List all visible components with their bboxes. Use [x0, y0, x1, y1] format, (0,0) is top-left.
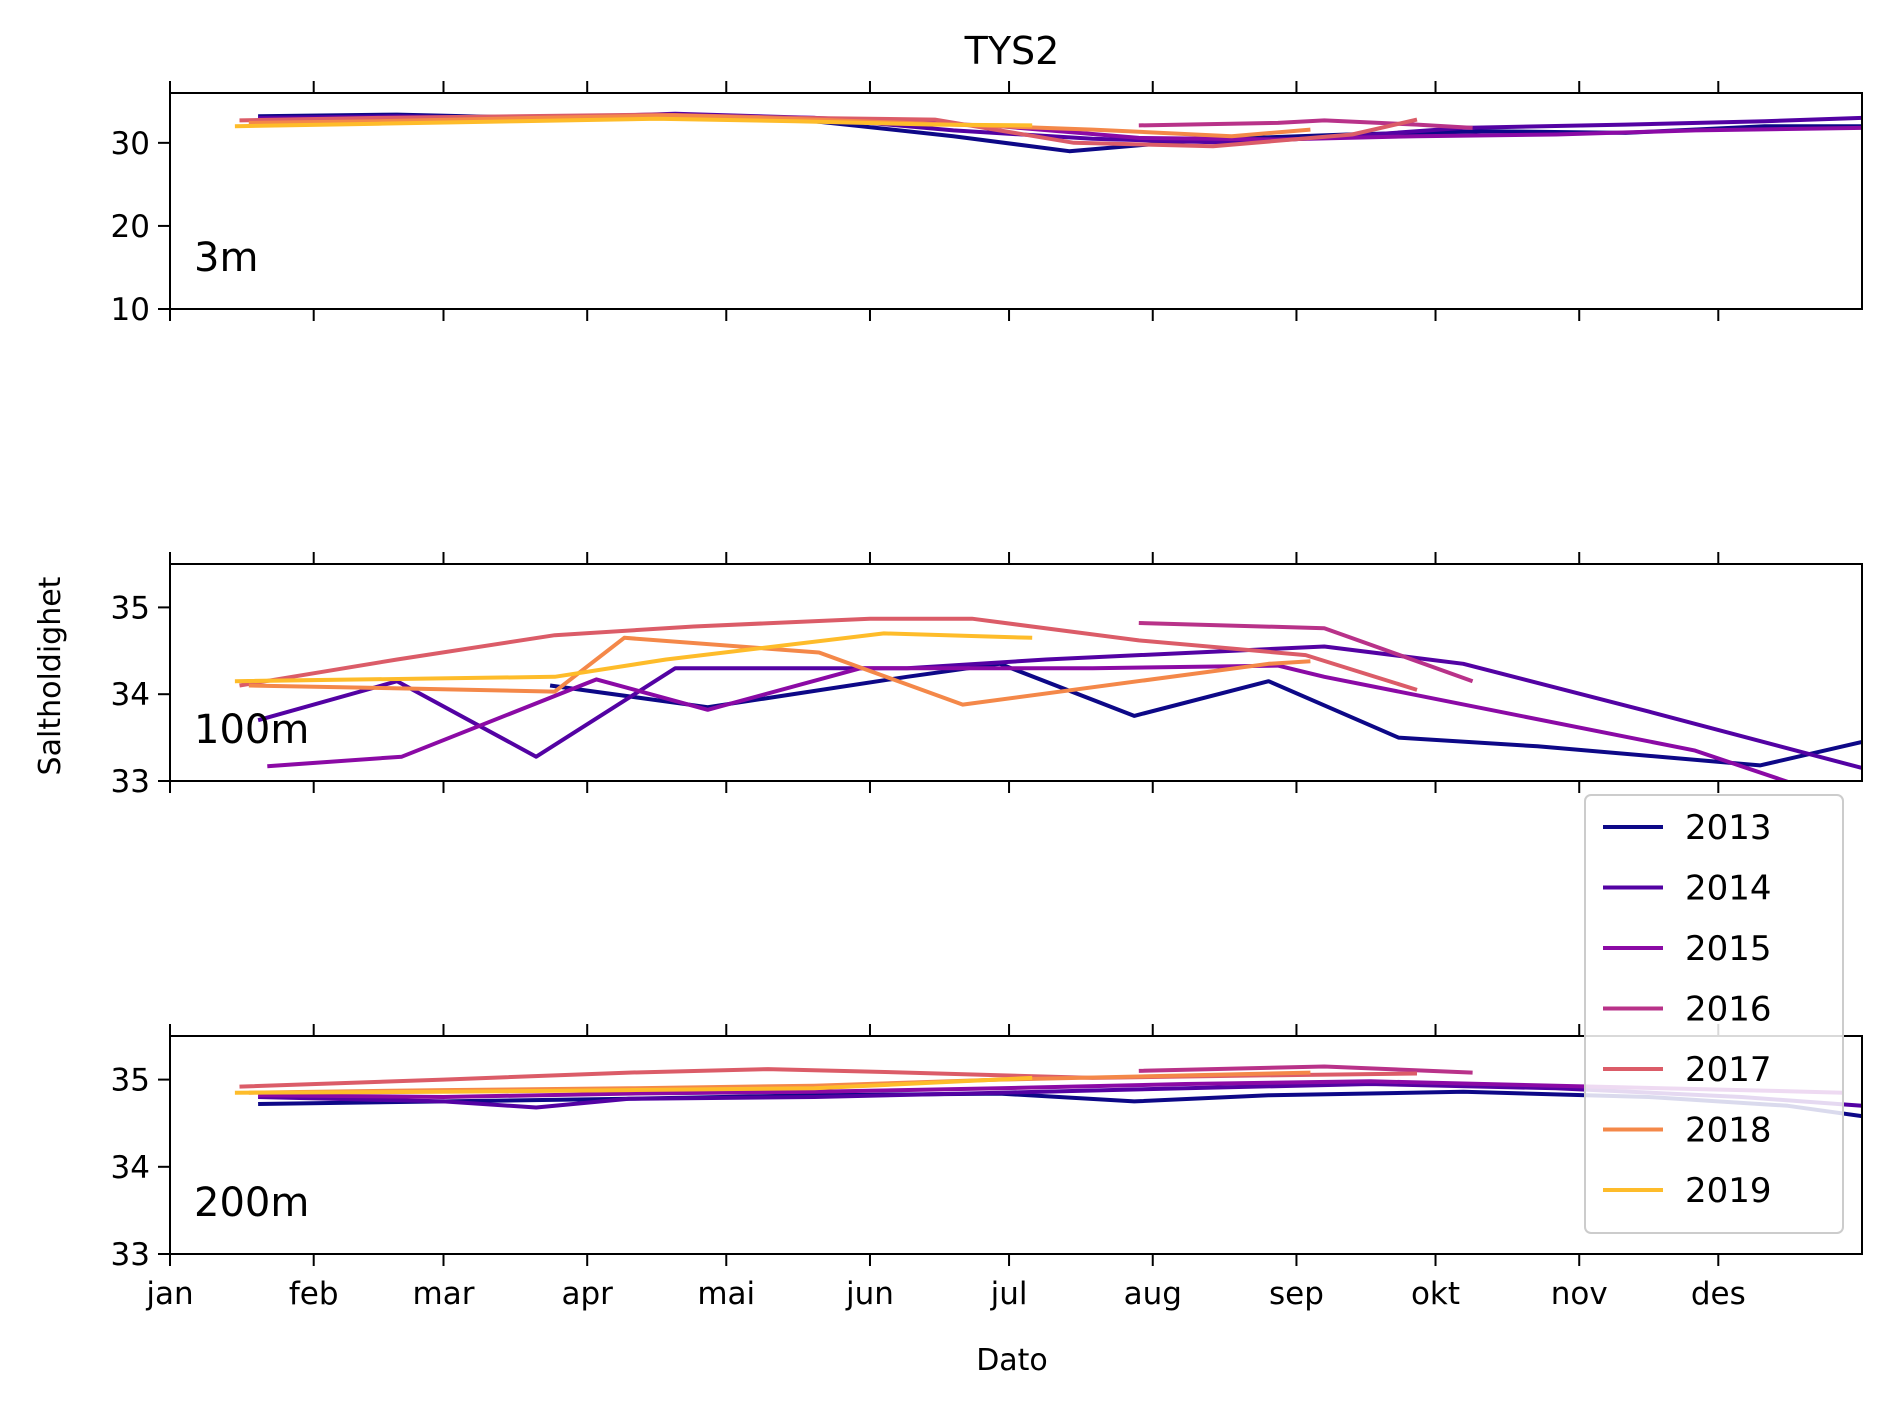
x-tick-label: apr [561, 1276, 613, 1312]
legend-box [1584, 794, 1844, 1234]
panel-label: 3m [194, 235, 258, 281]
series-line-2016 [1138, 1064, 1473, 1075]
panel-label: 200m [194, 1180, 309, 1226]
legend-label-2014: 2014 [1685, 869, 1772, 909]
series-line-2019 [234, 116, 1033, 129]
legend: 2013 2014 2015 2016 2017 2018 2019 [1584, 794, 1844, 1234]
legend-label-2018: 2018 [1685, 1111, 1772, 1151]
x-tick-label: jan [145, 1276, 193, 1312]
x-tick-label: jul [990, 1276, 1028, 1312]
y-tick-label: 33 [111, 764, 150, 800]
series-line-2019 [234, 1075, 1033, 1095]
x-tick-label: aug [1124, 1276, 1182, 1312]
legend-label-2017: 2017 [1685, 1050, 1772, 1090]
legend-label-2016: 2016 [1685, 990, 1772, 1030]
series-line-2016 [1138, 621, 1474, 684]
panel-frame [169, 92, 1863, 310]
x-tick-label: sep [1269, 1276, 1324, 1312]
x-tick-label: jun [845, 1276, 894, 1312]
panel-label: 100m [194, 707, 309, 753]
x-tick-label: okt [1411, 1276, 1460, 1312]
y-tick-label: 35 [111, 590, 150, 626]
series-line-2018 [248, 635, 1311, 707]
x-tick-label: des [1691, 1276, 1746, 1312]
x-tick-label: mai [697, 1276, 755, 1312]
y-tick-label: 34 [111, 677, 150, 713]
y-tick-label: 30 [111, 126, 150, 162]
panel-frame [169, 563, 1863, 782]
y-tick-label: 20 [111, 209, 150, 245]
panel-series [234, 616, 1862, 781]
y-tick-label: 33 [111, 1237, 150, 1273]
y-tick-label: 10 [111, 292, 150, 328]
series-line-2014 [257, 644, 1862, 770]
y-axis-label: Saltholdighet [33, 576, 68, 775]
x-axis-label: Dato [976, 1343, 1048, 1378]
x-tick-label: mar [413, 1276, 475, 1312]
chart-panels: 10 20 30 3m 33 34 35 100m 33 34 35 200m jan feb mar apr… [111, 81, 1863, 1312]
series-line-2017 [239, 616, 1418, 692]
panel-100m: 33 34 35 100m [111, 552, 1863, 800]
x-tick-label: feb [289, 1276, 339, 1312]
y-tick-label: 34 [111, 1150, 150, 1186]
series-line-2017 [239, 112, 1418, 149]
x-tick-label: nov [1551, 1276, 1608, 1312]
panel-3m: 10 20 30 3m [111, 81, 1863, 328]
series-line-2015 [267, 663, 1792, 781]
series-line-2019 [234, 631, 1033, 684]
series-line-2018 [248, 113, 1311, 139]
chart-title: TYS2 [964, 29, 1060, 73]
legend-label-2015: 2015 [1685, 929, 1772, 969]
panel-frame [169, 1035, 1863, 1255]
series-line-2013 [549, 661, 1862, 768]
panel-series [234, 111, 1862, 154]
series-line-2016 [1138, 118, 1473, 130]
legend-label-2013: 2013 [1685, 808, 1772, 848]
legend-label-2019: 2019 [1685, 1171, 1772, 1211]
y-tick-label: 35 [111, 1063, 150, 1099]
